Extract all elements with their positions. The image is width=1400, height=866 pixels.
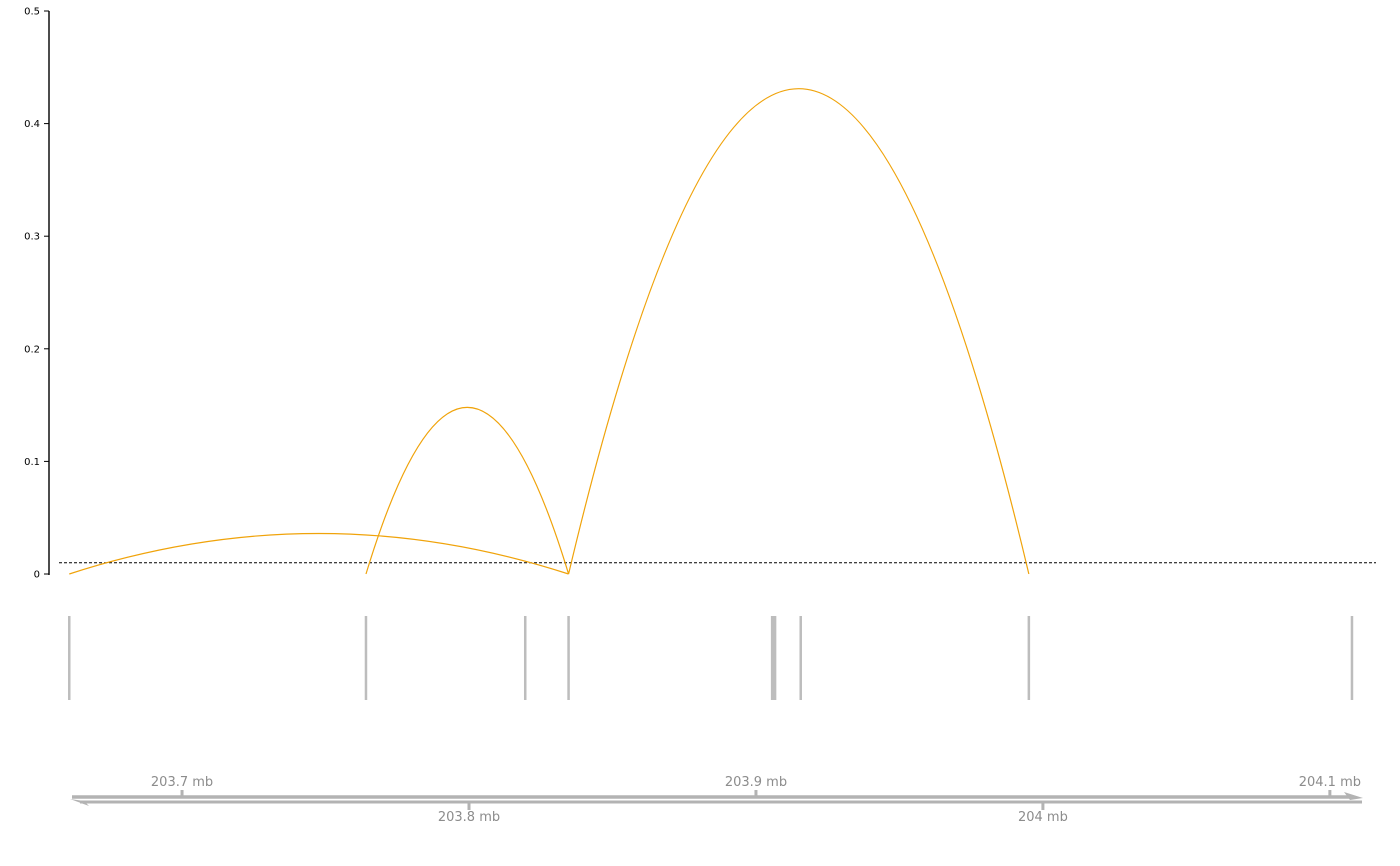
arcs-group [69,88,1030,575]
interaction-arc [365,406,570,575]
region-marker [364,616,368,700]
region-marker [770,616,777,700]
interaction-arc [69,532,569,575]
interaction-arc [567,88,1030,575]
x-tick-label-upper: 203.9 mb [725,775,787,790]
y-tick-label: 0.1 [24,457,40,468]
x-tick-label-upper: 204.1 mb [1299,775,1361,790]
region-markers [68,616,1354,700]
region-marker [799,616,802,700]
y-tick-label: 0.3 [24,232,40,243]
y-tick-label: 0 [34,570,40,581]
y-axis: 0 0.1 0.2 0.3 0.4 0.5 [24,7,50,581]
y-tick-label: 0.4 [24,119,40,130]
region-marker [523,616,527,700]
y-tick-label: 0.2 [24,344,40,355]
x-tick-label-lower: 203.8 mb [438,810,500,825]
axis-arrow-left [70,799,89,806]
axis-arrow-right [1344,792,1363,800]
region-marker [1350,616,1354,700]
genomic-axis: 203.7 mb 203.9 mb 204.1 mb 203.8 mb 204 mb [70,775,1363,825]
region-marker [1027,616,1031,700]
region-marker [567,616,570,700]
region-marker [68,616,71,700]
y-tick-label: 0.5 [24,7,40,18]
x-tick-label-lower: 204 mb [1018,810,1068,825]
x-tick-label-upper: 203.7 mb [151,775,213,790]
